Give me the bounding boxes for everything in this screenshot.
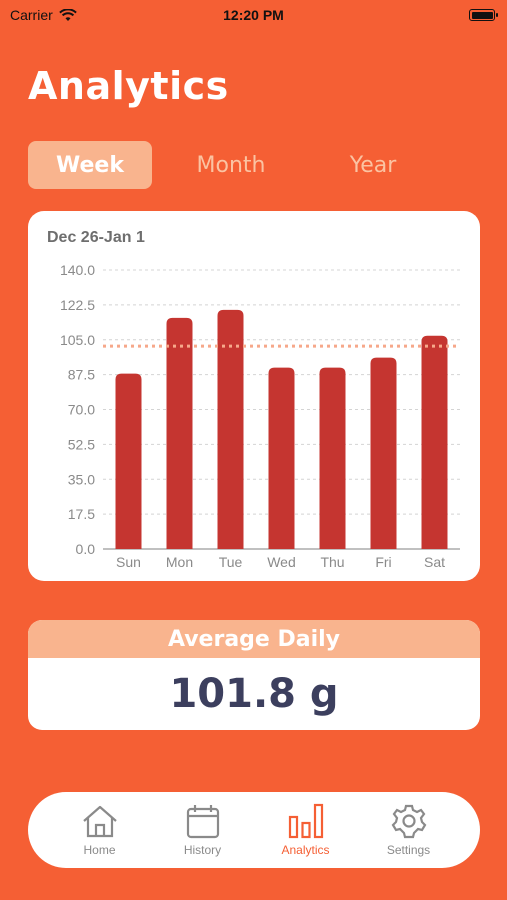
tab-home[interactable]: Home [55,803,145,857]
x-tick-label: Thu [320,554,344,570]
segment-year[interactable]: Year [349,152,397,178]
x-tick-label: Mon [166,554,193,570]
tab-history-label: History [183,843,222,857]
status-left: Carrier [10,7,77,23]
wifi-icon [58,8,77,21]
average-daily-value: 101.8 g [169,671,339,717]
bar-chart-icon [288,803,323,839]
y-tick-label: 87.5 [68,367,95,383]
tab-home-label: Home [83,843,116,857]
bar-chart: 0.0 17.5 35.0 52.5 70.0 87.5 105.0 122.5 140.0 Su… [60,262,460,570]
average-daily-card: Average Daily 101.8 g [28,620,480,730]
x-tick-label: Tue [219,554,243,570]
y-tick-label: 35.0 [68,471,95,487]
tab-analytics-label: Analytics [281,843,330,857]
tab-settings[interactable]: Settings [364,803,454,857]
bar [370,357,397,549]
carrier-label: Carrier [10,7,53,23]
x-tick-label: Fri [375,554,391,570]
x-tick-label: Sat [424,554,445,570]
tab-analytics[interactable]: Analytics [261,803,351,857]
status-bar: Carrier 12:20 PM [0,0,507,30]
segment-week[interactable]: Week [28,141,152,189]
y-tick-label: 17.5 [68,506,95,522]
tab-history[interactable]: History [158,803,248,857]
home-icon [82,805,117,838]
period-segmented-control: Week Month Year [28,141,452,189]
bar [217,309,244,549]
y-tick-label: 105.0 [60,332,95,348]
y-tick-label: 70.0 [68,402,95,418]
bar [421,335,448,549]
page-title: Analytics [28,64,229,108]
segment-month[interactable]: Month [196,152,266,178]
average-daily-label: Average Daily [28,620,480,658]
bar [319,367,346,549]
calendar-icon [186,805,219,839]
x-tick-label: Sun [116,554,141,570]
y-tick-label: 0.0 [76,541,96,557]
chart-card: Dec 26-Jan 1 0.0 17.5 35.0 52.5 70.0 87.5 105.… [28,211,480,581]
bar [268,367,295,549]
y-tick-label: 122.5 [60,297,95,313]
bar [115,373,142,549]
chart-date-range: Dec 26-Jan 1 [47,229,145,246]
battery-icon [469,9,498,21]
x-tick-label: Wed [267,554,296,570]
bar [166,317,193,549]
y-tick-label: 140.0 [60,262,95,278]
gear-icon [391,804,426,839]
tab-bar: Home History Analytics Settings [28,792,480,868]
tab-settings-label: Settings [386,843,431,857]
y-tick-label: 52.5 [68,436,95,452]
